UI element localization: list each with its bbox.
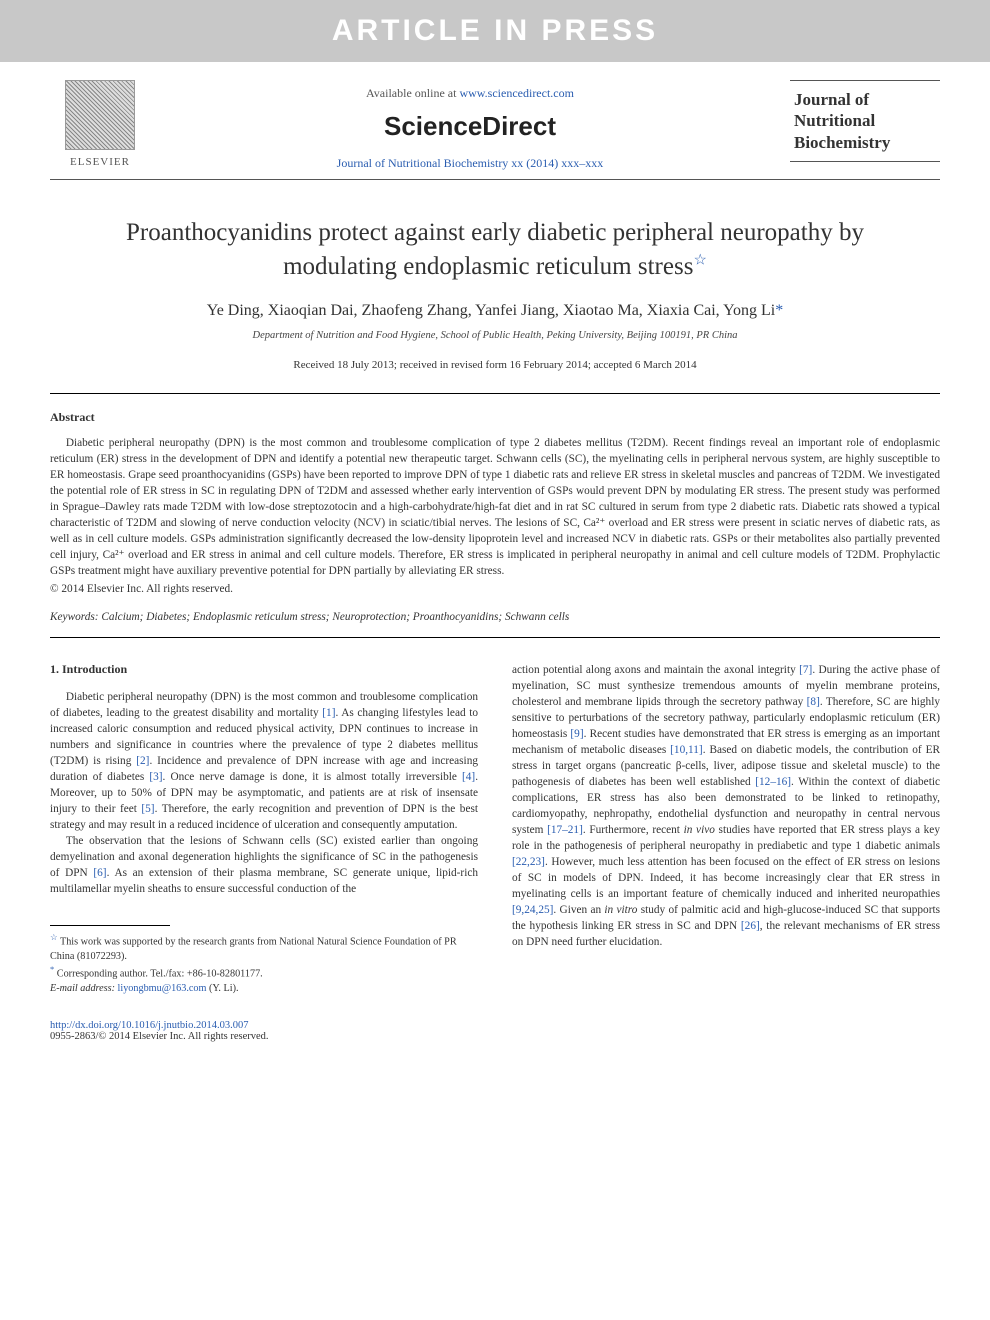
cite-9[interactable]: [9]	[570, 728, 583, 740]
elsevier-block: ELSEVIER	[50, 80, 150, 168]
title-block: Proanthocyanidins protect against early …	[0, 180, 990, 371]
authors-list: Ye Ding, Xiaoqian Dai, Zhaofeng Zhang, Y…	[60, 302, 930, 320]
cite-7[interactable]: [7]	[799, 664, 812, 676]
journal-title-badge: Journal of Nutritional Biochemistry	[790, 80, 940, 162]
keywords-line: Keywords: Calcium; Diabetes; Endoplasmic…	[0, 595, 990, 623]
t: action potential along axons and maintai…	[512, 664, 799, 676]
intro-para-2-cont: action potential along axons and maintai…	[512, 662, 940, 951]
badge-line-3: Biochemistry	[794, 132, 936, 153]
cite-26[interactable]: [26]	[741, 920, 760, 932]
footnote-corresponding: * Corresponding author. Tel./fax: +86-10…	[50, 964, 478, 982]
cite-4[interactable]: [4]	[462, 771, 475, 783]
elsevier-tree-icon	[65, 80, 135, 150]
abstract-section: Abstract Diabetic peripheral neuropathy …	[0, 394, 990, 595]
t: Corresponding author. Tel./fax: +86-10-8…	[54, 969, 262, 980]
title-footnote-star-icon[interactable]: ☆	[693, 252, 706, 268]
intro-para-1: Diabetic peripheral neuropathy (DPN) is …	[50, 689, 478, 833]
footnote-star-icon: ☆	[50, 932, 58, 942]
journal-header: ELSEVIER Available online at www.science…	[0, 62, 990, 171]
cite-22-23[interactable]: [22,23]	[512, 856, 545, 868]
t: . Given an	[553, 904, 604, 916]
cite-10-11[interactable]: [10,11]	[670, 744, 703, 756]
body-columns: 1. Introduction Diabetic peripheral neur…	[0, 638, 990, 996]
title-line-2: modulating endoplasmic reticulum stress	[283, 253, 693, 280]
cite-3[interactable]: [3]	[149, 771, 162, 783]
authors-text: Ye Ding, Xiaoqian Dai, Zhaofeng Zhang, Y…	[207, 302, 776, 319]
in-vitro-emph: in vitro	[604, 904, 637, 916]
footnote-email: E-mail address: liyongbmu@163.com (Y. Li…	[50, 982, 478, 996]
cite-2[interactable]: [2]	[136, 755, 149, 767]
keywords-list: Calcium; Diabetes; Endoplasmic reticulum…	[101, 611, 569, 623]
article-dates: Received 18 July 2013; received in revis…	[60, 359, 930, 371]
elsevier-label: ELSEVIER	[50, 156, 150, 168]
sciencedirect-url-link[interactable]: www.sciencedirect.com	[459, 86, 574, 100]
in-vivo-emph: in vivo	[684, 824, 715, 836]
intro-heading: 1. Introduction	[50, 662, 478, 677]
corresponding-author-mark-icon[interactable]: *	[775, 302, 783, 319]
doi-link[interactable]: http://dx.doi.org/10.1016/j.jnutbio.2014…	[50, 1020, 940, 1031]
issn-copyright: 0955-2863/© 2014 Elsevier Inc. All right…	[50, 1031, 940, 1042]
article-in-press-banner: ARTICLE IN PRESS	[0, 0, 990, 62]
left-column: 1. Introduction Diabetic peripheral neur…	[50, 662, 478, 996]
available-online-text: Available online at www.sciencedirect.co…	[170, 86, 770, 101]
paper-title: Proanthocyanidins protect against early …	[60, 216, 930, 284]
badge-line-2: Nutritional	[794, 110, 936, 131]
t: . However, much less attention has been …	[512, 856, 940, 900]
copyright-text: © 2014 Elsevier Inc. All rights reserved…	[50, 583, 940, 595]
sciencedirect-logo: ScienceDirect	[170, 111, 770, 142]
cite-12-16[interactable]: [12–16]	[755, 776, 791, 788]
available-prefix: Available online at	[366, 86, 459, 100]
badge-line-1: Journal of	[794, 89, 936, 110]
right-column: action potential along axons and maintai…	[512, 662, 940, 996]
t: . Once nerve damage is done, it is almos…	[163, 771, 462, 783]
footnote-funding: ☆ This work was supported by the researc…	[50, 932, 478, 964]
intro-para-2: The observation that the lesions of Schw…	[50, 833, 478, 897]
title-line-1: Proanthocyanidins protect against early …	[126, 219, 864, 246]
author-email-link[interactable]: liyongbmu@163.com	[118, 983, 207, 994]
cite-17-21[interactable]: [17–21]	[547, 824, 583, 836]
t: . As an extension of their plasma membra…	[50, 867, 478, 895]
abstract-text: Diabetic peripheral neuropathy (DPN) is …	[50, 435, 940, 579]
abstract-heading: Abstract	[50, 410, 940, 425]
cite-1[interactable]: [1]	[322, 707, 335, 719]
journal-reference-link[interactable]: Journal of Nutritional Biochemistry xx (…	[170, 156, 770, 171]
affiliation-text: Department of Nutrition and Food Hygiene…	[60, 330, 930, 341]
cite-9-24-25[interactable]: [9,24,25]	[512, 904, 553, 916]
header-center: Available online at www.sciencedirect.co…	[170, 80, 770, 171]
t: (Y. Li).	[206, 983, 238, 994]
cite-6[interactable]: [6]	[93, 867, 106, 879]
footnote-separator	[50, 925, 170, 926]
email-label: E-mail address:	[50, 983, 115, 994]
t: This work was supported by the research …	[50, 937, 457, 962]
cite-5[interactable]: [5]	[141, 803, 154, 815]
t: . Furthermore, recent	[583, 824, 684, 836]
keywords-label: Keywords:	[50, 611, 99, 623]
cite-8[interactable]: [8]	[807, 696, 820, 708]
page-footer: http://dx.doi.org/10.1016/j.jnutbio.2014…	[0, 996, 990, 1062]
